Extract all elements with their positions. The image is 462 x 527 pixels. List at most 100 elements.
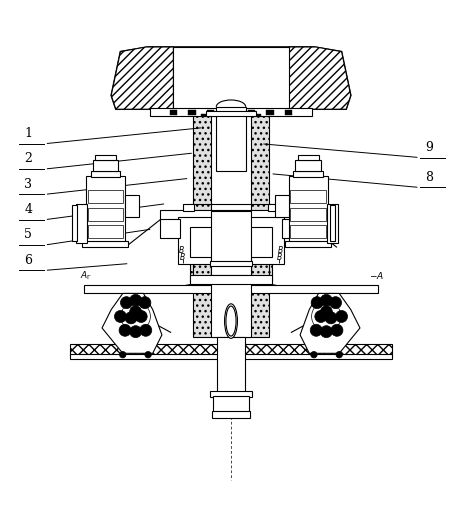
- Circle shape: [329, 297, 341, 309]
- Circle shape: [119, 324, 131, 336]
- Ellipse shape: [226, 306, 236, 336]
- Bar: [211, 245, 251, 337]
- Bar: [193, 245, 220, 337]
- Circle shape: [121, 297, 133, 309]
- Bar: [189, 227, 215, 257]
- Circle shape: [320, 326, 332, 338]
- Text: $A_\mathsf{\Gamma}$: $A_\mathsf{\Gamma}$: [80, 270, 92, 282]
- Bar: [212, 411, 250, 418]
- Polygon shape: [111, 47, 173, 109]
- Bar: [189, 203, 219, 282]
- Bar: [173, 47, 289, 109]
- Circle shape: [331, 324, 343, 336]
- Bar: [248, 110, 255, 115]
- Bar: [211, 210, 251, 275]
- Bar: [70, 354, 392, 359]
- Bar: [125, 196, 139, 218]
- Bar: [193, 107, 220, 206]
- Text: 4: 4: [24, 203, 32, 216]
- Bar: [91, 171, 121, 177]
- Text: 8: 8: [425, 171, 433, 184]
- Bar: [243, 203, 273, 282]
- Bar: [207, 110, 214, 115]
- Circle shape: [310, 324, 322, 336]
- Circle shape: [130, 295, 142, 306]
- Bar: [267, 110, 274, 115]
- Polygon shape: [111, 47, 351, 109]
- Bar: [242, 245, 269, 337]
- Ellipse shape: [225, 304, 237, 338]
- Circle shape: [311, 297, 323, 309]
- Bar: [211, 107, 251, 206]
- Bar: [93, 160, 118, 171]
- Bar: [210, 261, 252, 266]
- Bar: [285, 241, 331, 247]
- Text: 2: 2: [24, 152, 32, 165]
- Text: $-A$: $-A$: [369, 270, 383, 281]
- Bar: [282, 219, 303, 238]
- Polygon shape: [300, 294, 360, 353]
- Circle shape: [320, 306, 332, 318]
- Polygon shape: [102, 294, 162, 353]
- Circle shape: [120, 352, 126, 358]
- Circle shape: [115, 310, 127, 323]
- Bar: [291, 190, 326, 203]
- Text: 5: 5: [24, 228, 32, 241]
- Bar: [217, 337, 245, 393]
- Bar: [213, 396, 249, 413]
- Circle shape: [139, 297, 151, 309]
- Bar: [88, 225, 123, 238]
- Bar: [70, 344, 392, 356]
- Text: B: B: [180, 253, 185, 262]
- Circle shape: [135, 310, 147, 323]
- Bar: [330, 206, 335, 241]
- Circle shape: [335, 310, 347, 323]
- Circle shape: [320, 295, 332, 306]
- Circle shape: [315, 310, 327, 323]
- Bar: [88, 190, 123, 203]
- Text: B: B: [278, 246, 283, 255]
- Bar: [84, 285, 378, 294]
- Circle shape: [130, 326, 142, 338]
- Circle shape: [310, 352, 317, 358]
- Polygon shape: [289, 47, 351, 109]
- Bar: [291, 208, 326, 221]
- Bar: [201, 114, 261, 116]
- Bar: [298, 155, 318, 160]
- Circle shape: [145, 352, 152, 358]
- Bar: [293, 171, 323, 177]
- Bar: [182, 203, 194, 210]
- Bar: [275, 196, 289, 218]
- Bar: [296, 160, 321, 171]
- Circle shape: [130, 306, 142, 318]
- Bar: [189, 275, 273, 284]
- Bar: [242, 107, 269, 206]
- Bar: [159, 210, 303, 220]
- Text: B: B: [179, 246, 184, 255]
- Bar: [72, 206, 77, 241]
- Circle shape: [325, 312, 337, 324]
- Bar: [82, 241, 128, 247]
- Text: 1: 1: [24, 127, 32, 140]
- Bar: [216, 107, 246, 171]
- Bar: [95, 155, 116, 160]
- Bar: [151, 108, 311, 116]
- Bar: [291, 225, 326, 238]
- Text: 6: 6: [24, 253, 32, 267]
- Bar: [178, 218, 284, 264]
- Bar: [188, 110, 195, 115]
- Bar: [88, 208, 123, 221]
- Circle shape: [125, 312, 137, 324]
- Bar: [206, 111, 256, 116]
- Bar: [268, 203, 280, 210]
- Bar: [211, 203, 251, 282]
- Bar: [170, 110, 177, 115]
- Circle shape: [336, 352, 342, 358]
- Bar: [159, 219, 180, 238]
- Bar: [327, 203, 338, 243]
- Bar: [76, 203, 87, 243]
- Circle shape: [140, 324, 152, 336]
- Bar: [86, 176, 125, 243]
- Bar: [285, 110, 292, 115]
- Text: B: B: [277, 253, 282, 262]
